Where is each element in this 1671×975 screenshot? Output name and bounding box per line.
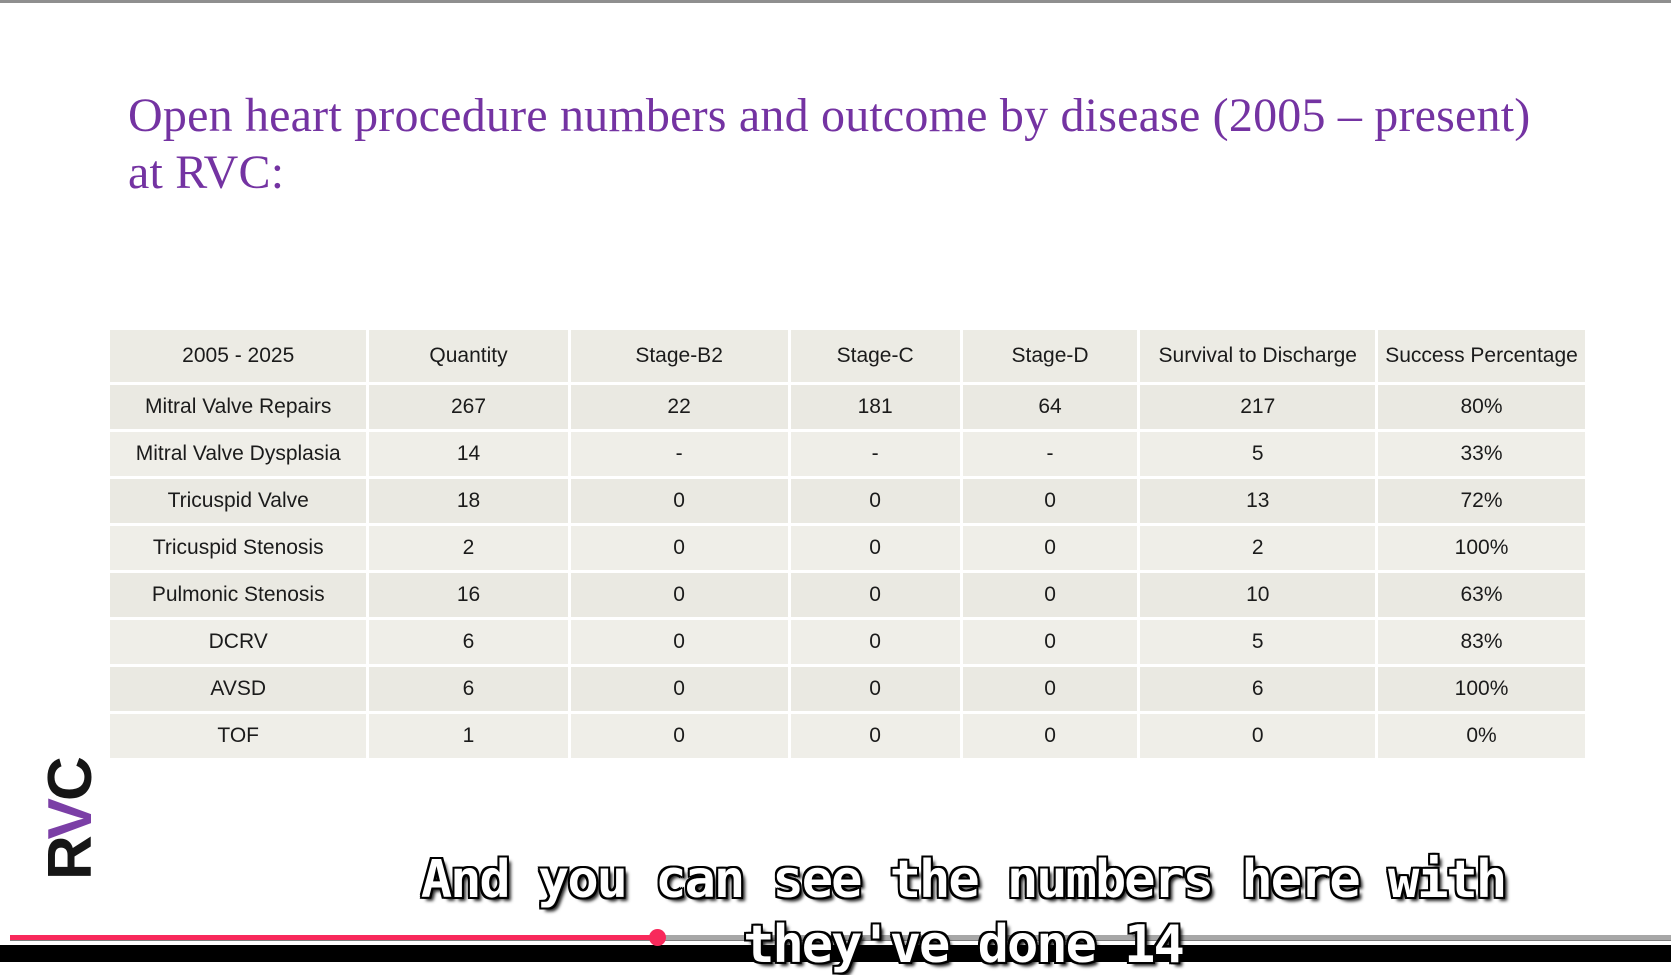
value-cell: -: [570, 432, 788, 476]
table-row: Tricuspid Stenosis 2 0 0 0 2 100%: [110, 526, 1585, 570]
value-cell: 5: [1140, 620, 1376, 664]
table-row: AVSD 6 0 0 0 6 100%: [110, 667, 1585, 711]
value-cell: 72%: [1378, 479, 1585, 523]
value-cell: 181: [790, 385, 960, 429]
value-cell: 18: [369, 479, 568, 523]
value-cell: 16: [369, 573, 568, 617]
value-cell: 2: [369, 526, 568, 570]
value-cell: 0: [570, 573, 788, 617]
row-label-cell: Tricuspid Stenosis: [110, 526, 367, 570]
value-cell: 267: [369, 385, 568, 429]
video-seek-bar[interactable]: [10, 935, 1671, 941]
row-label-cell: Mitral Valve Repairs: [110, 385, 367, 429]
value-cell: 0: [1140, 714, 1376, 758]
table-row: Mitral Valve Dysplasia 14- - -5 33%: [110, 432, 1585, 476]
value-cell: 0: [790, 526, 960, 570]
value-cell: 33%: [1378, 432, 1585, 476]
value-cell: 0: [570, 620, 788, 664]
table-row: TOF 1 0 0 0 0 0%: [110, 714, 1585, 758]
value-cell: 0: [962, 714, 1138, 758]
value-cell: 0: [962, 479, 1138, 523]
row-label-cell: DCRV: [110, 620, 367, 664]
table-header-cell: Success Percentage: [1378, 330, 1585, 382]
table-header-cell: Stage-C: [790, 330, 960, 382]
table-header-cell: Survival to Discharge: [1140, 330, 1376, 382]
value-cell: 14: [369, 432, 568, 476]
value-cell: -: [790, 432, 960, 476]
table-row: DCRV 6 0 0 0 5 83%: [110, 620, 1585, 664]
value-cell: 100%: [1378, 667, 1585, 711]
rvc-logo-letter-r: R: [36, 839, 105, 880]
table-body: Mitral Valve Repairs 267 22 181 64 217 80% Mitr…: [110, 385, 1585, 758]
value-cell: 83%: [1378, 620, 1585, 664]
table-row: Tricuspid Valve 18 0 0 0 13 72%: [110, 479, 1585, 523]
table-header-cell: Stage-B2: [570, 330, 788, 382]
table-header-cell: Quantity: [369, 330, 568, 382]
procedures-table-container: 2005 - 2025 Quantity Stage-B2 Stage-C Stage-…: [107, 327, 1588, 761]
value-cell: 6: [1140, 667, 1376, 711]
value-cell: 217: [1140, 385, 1376, 429]
value-cell: 6: [369, 620, 568, 664]
row-label-cell: TOF: [110, 714, 367, 758]
value-cell: 0: [570, 479, 788, 523]
value-cell: 0: [790, 620, 960, 664]
value-cell: 0: [570, 526, 788, 570]
letterbox-strip: [0, 945, 1671, 962]
value-cell: 0%: [1378, 714, 1585, 758]
table-row: Pulmonic Stenosis 16 0 0 0 10 63%: [110, 573, 1585, 617]
table-header-row: 2005 - 2025 Quantity Stage-B2 Stage-C Stage-…: [110, 330, 1585, 382]
value-cell: 64: [962, 385, 1138, 429]
value-cell: 0: [790, 479, 960, 523]
value-cell: 80%: [1378, 385, 1585, 429]
frame-top-divider: [0, 0, 1671, 3]
seek-bar-played-segment: [10, 935, 657, 940]
subtitle-line-2: they've done 14: [743, 915, 1185, 975]
row-label-cell: AVSD: [110, 667, 367, 711]
value-cell: 0: [962, 620, 1138, 664]
value-cell: 6: [369, 667, 568, 711]
rvc-logo-letter-c: C: [36, 759, 105, 801]
value-cell: 0: [962, 667, 1138, 711]
row-label-cell: Mitral Valve Dysplasia: [110, 432, 367, 476]
value-cell: 10: [1140, 573, 1376, 617]
table-header-cell: 2005 - 2025: [110, 330, 367, 382]
row-label-cell: Pulmonic Stenosis: [110, 573, 367, 617]
value-cell: 0: [790, 573, 960, 617]
procedures-table: 2005 - 2025 Quantity Stage-B2 Stage-C Stage-…: [107, 327, 1588, 761]
value-cell: 0: [962, 573, 1138, 617]
value-cell: 0: [790, 667, 960, 711]
value-cell: 1: [369, 714, 568, 758]
value-cell: 100%: [1378, 526, 1585, 570]
table-header-cell: Stage-D: [962, 330, 1138, 382]
table-row: Mitral Valve Repairs 267 22 181 64 217 80%: [110, 385, 1585, 429]
rvc-logo-letter-v: V: [36, 800, 105, 840]
value-cell: 13: [1140, 479, 1376, 523]
subtitle-line-1: And you can see the numbers here with: [420, 850, 1507, 910]
value-cell: 0: [790, 714, 960, 758]
value-cell: 22: [570, 385, 788, 429]
value-cell: 0: [962, 526, 1138, 570]
slide-title: Open heart procedure numbers and outcome…: [128, 89, 1531, 199]
row-label-cell: Tricuspid Valve: [110, 479, 367, 523]
value-cell: 2: [1140, 526, 1376, 570]
value-cell: 0: [570, 714, 788, 758]
value-cell: 5: [1140, 432, 1376, 476]
seek-handle[interactable]: [649, 929, 666, 946]
value-cell: 63%: [1378, 573, 1585, 617]
rvc-logo: RVC: [36, 759, 105, 880]
value-cell: 0: [570, 667, 788, 711]
value-cell: -: [962, 432, 1138, 476]
